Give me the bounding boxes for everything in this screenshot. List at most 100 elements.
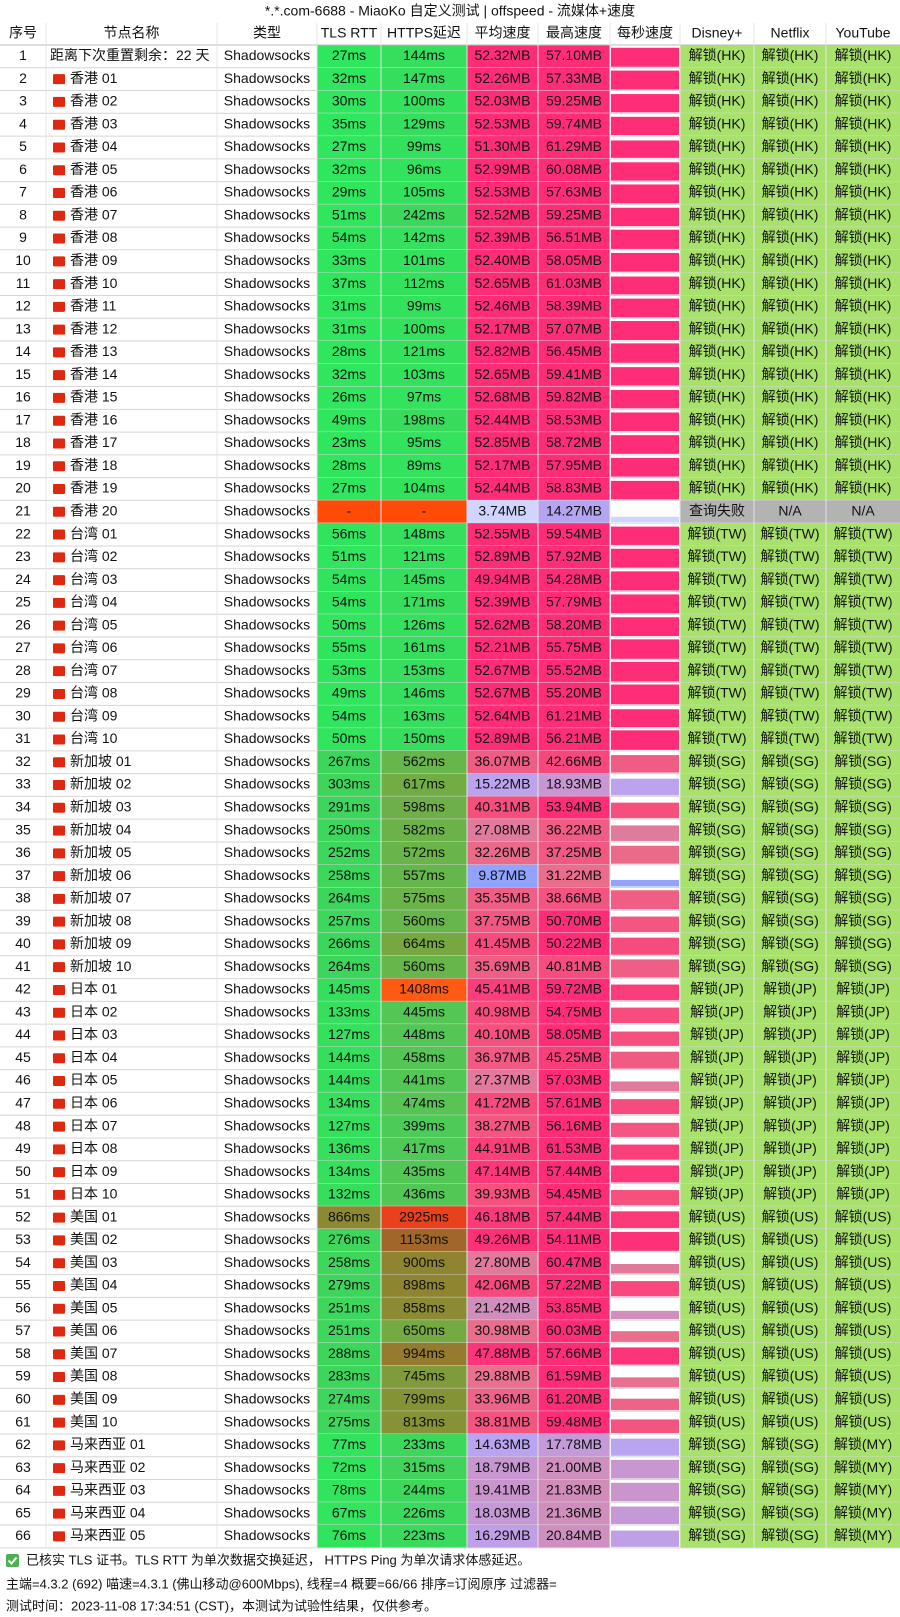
- node-name: 香港 17: [70, 434, 118, 450]
- cell-background: [317, 318, 381, 342]
- cell-background: [467, 227, 538, 250]
- cell-text: 解锁(JP): [763, 1003, 817, 1019]
- cell-background: [754, 67, 826, 91]
- node-name: 香港 09: [70, 252, 118, 268]
- cell-text: 36.22MB: [546, 821, 602, 837]
- cell-background: [826, 386, 900, 410]
- cell-text: 56: [15, 1299, 31, 1315]
- cell-text: 53.85MB: [546, 1299, 602, 1315]
- flag-icon: [53, 962, 65, 973]
- cell-text: 39: [15, 912, 31, 928]
- cell-background: [826, 819, 900, 842]
- cell-text: 解锁(TW): [760, 662, 819, 678]
- cell-background: [680, 500, 754, 524]
- cell-background: [538, 1069, 610, 1093]
- cell-background: [680, 1137, 754, 1161]
- cell-text: 27ms: [332, 47, 366, 63]
- cell-background: [538, 227, 610, 250]
- cell-background: [826, 1297, 900, 1321]
- cell-text: 46: [15, 1072, 31, 1088]
- cell-text: 解锁(SG): [834, 844, 892, 860]
- cell-text: 解锁(HK): [689, 389, 746, 405]
- cell-text: Shadowsocks: [224, 1117, 310, 1133]
- node-name: 台湾 05: [70, 616, 118, 632]
- cell-text: 解锁(HK): [835, 434, 892, 450]
- cell-background: [754, 181, 826, 205]
- cell-text: 61.29MB: [546, 138, 602, 154]
- cell-text: 251ms: [328, 1322, 370, 1338]
- cell-text: 43: [15, 1003, 31, 1019]
- cell-background: [317, 614, 381, 638]
- cell-text: 617ms: [403, 776, 445, 792]
- cell-text: 52.32MB: [474, 47, 530, 63]
- cell-background: [680, 1251, 754, 1275]
- cell-text: 36.07MB: [474, 753, 530, 769]
- cell-text: 解锁(TW): [833, 571, 892, 587]
- cell-text: 52.39MB: [474, 229, 530, 245]
- cell-text: Shadowsocks: [224, 184, 310, 200]
- cell-text: 283ms: [328, 1368, 370, 1384]
- cell-background: [467, 249, 538, 273]
- flag-icon: [53, 1372, 65, 1383]
- cell-text: 129ms: [403, 115, 445, 131]
- cell-background: [467, 1502, 538, 1526]
- cell-text: 59: [15, 1368, 31, 1384]
- cell-background: [317, 1251, 381, 1275]
- cell-text: Shadowsocks: [224, 115, 310, 131]
- cell-text: 2: [19, 70, 27, 86]
- footer-note: 已核实 TLS 证书。TLS RTT 为单次数据交换延迟， HTTPS Ping…: [26, 1552, 530, 1567]
- cell-background: [317, 1092, 381, 1116]
- node-name: 新加坡 02: [70, 776, 132, 792]
- cell-text: 52.65MB: [474, 275, 530, 291]
- cell-background: [538, 409, 610, 433]
- node-name: 马来西亚 03: [70, 1482, 146, 1498]
- cell-background: [467, 750, 538, 774]
- cell-text: 解锁(JP): [836, 1117, 890, 1133]
- flag-icon: [53, 916, 65, 927]
- cell-background: [826, 978, 900, 1002]
- cell-background: [381, 1046, 467, 1070]
- cell-text: 59.72MB: [546, 981, 602, 997]
- speed-bar: [611, 890, 679, 910]
- cell-text: 104ms: [403, 480, 445, 496]
- cell-background: [317, 1433, 381, 1457]
- cell-background: [754, 272, 826, 296]
- cell-background: [680, 409, 754, 433]
- cell-text: 121ms: [403, 548, 445, 564]
- cell-text: 244ms: [403, 1482, 445, 1498]
- cell-background: [381, 1001, 467, 1025]
- cell-text: 解锁(HK): [835, 93, 892, 109]
- cell-background: [467, 1365, 538, 1389]
- cell-background: [538, 1433, 610, 1457]
- cell-background: [826, 910, 900, 934]
- cell-text: 解锁(SG): [834, 890, 892, 906]
- cell-text: 28ms: [332, 457, 366, 473]
- cell-background: [381, 341, 467, 364]
- cell-background: [467, 1411, 538, 1434]
- cell-text: 44: [15, 1026, 31, 1042]
- cell-text: 解锁(HK): [762, 184, 819, 200]
- cell-text: 858ms: [403, 1299, 445, 1315]
- cell-background: [826, 955, 900, 979]
- cell-background: [754, 1046, 826, 1070]
- cell-text: 解锁(JP): [763, 1186, 817, 1202]
- footer-time: 测试时间：2023-11-08 17:34:51 (CST)，本测试为试验性结果…: [6, 1598, 437, 1613]
- cell-text: 解锁(TW): [760, 571, 819, 587]
- node-name: 新加坡 06: [70, 867, 132, 883]
- cell-text: Shadowsocks: [224, 958, 310, 974]
- cell-text: 解锁(US): [762, 1413, 819, 1429]
- cell-text: Shadowsocks: [224, 685, 310, 701]
- cell-text: 解锁(SG): [761, 776, 819, 792]
- cell-background: [538, 1160, 610, 1184]
- cell-background: [538, 1251, 610, 1275]
- cell-text: 275ms: [328, 1413, 370, 1429]
- cell-background: [754, 864, 826, 888]
- cell-background: [381, 1069, 467, 1093]
- cell-text: 18.79MB: [474, 1459, 530, 1475]
- cell-text: 252ms: [328, 844, 370, 860]
- speed-bar: [611, 116, 679, 136]
- cell-background: [826, 318, 900, 342]
- flag-icon: [53, 1121, 65, 1132]
- cell-background: [826, 1251, 900, 1275]
- cell-text: 226ms: [403, 1504, 445, 1520]
